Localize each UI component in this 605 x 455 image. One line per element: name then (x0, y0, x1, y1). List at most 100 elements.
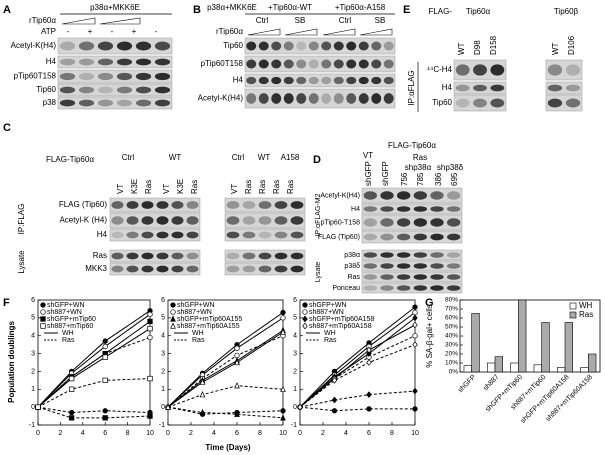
marker (147, 318, 153, 325)
marker (412, 321, 418, 329)
series-line (299, 344, 416, 408)
x-tick-label: 8 (258, 430, 262, 437)
label: WT (457, 42, 466, 55)
panel-letter: B (193, 4, 201, 16)
series-line (167, 406, 284, 419)
blot-band (490, 64, 505, 76)
blot-band (135, 41, 152, 51)
label: rTip60α (216, 27, 243, 36)
blot-band (258, 216, 272, 225)
blot-band (171, 201, 184, 209)
blot-band (308, 41, 319, 51)
blot-band (258, 201, 272, 209)
bar (580, 367, 589, 373)
bar (588, 353, 597, 373)
blot-band (290, 231, 304, 239)
blot-band (296, 59, 307, 69)
blot-band (111, 231, 124, 239)
y-tick-label: 4 (161, 333, 165, 340)
blot-band (59, 99, 76, 107)
blot-band (455, 98, 470, 108)
y-tick-label: 3 (161, 350, 165, 357)
blot-band (116, 58, 133, 66)
blot-band (246, 41, 257, 51)
blot-strip (361, 260, 463, 272)
blot-band (258, 93, 269, 104)
blot-band (413, 218, 428, 227)
blot-band (226, 265, 240, 273)
legend-swatch (569, 311, 577, 319)
series-line (299, 306, 416, 408)
bar (471, 313, 480, 373)
series-line (299, 335, 416, 408)
label: FLAG-Tip60α (388, 141, 436, 150)
label: VT (230, 184, 239, 194)
y-tick-label: 20% (445, 351, 458, 358)
blot-band (490, 98, 505, 108)
blot-band (565, 84, 581, 92)
blot-band (321, 93, 332, 104)
blot-band (380, 285, 394, 291)
y-tick-label: 2 (31, 368, 35, 375)
blot-band (171, 231, 184, 239)
marker (234, 352, 240, 359)
panel-letter: G (425, 297, 434, 309)
bar (556, 367, 566, 373)
series-line (37, 378, 151, 408)
marker (412, 314, 418, 322)
blot-band (59, 41, 76, 51)
label: Ras (413, 153, 427, 162)
blot-band (97, 72, 114, 81)
blot-strip (244, 73, 396, 88)
marker (102, 338, 108, 344)
marker (234, 410, 240, 417)
blot-band (226, 216, 240, 225)
marker (366, 391, 372, 398)
blot-band (383, 93, 394, 104)
panel-letter: E (403, 4, 410, 16)
bar (518, 299, 527, 373)
blot-band (363, 218, 378, 227)
blot-band (258, 252, 272, 260)
marker (412, 341, 418, 348)
series-line (299, 324, 416, 408)
legend-label: shGFP+mTip60 (47, 316, 96, 323)
blot-strip (361, 271, 463, 283)
blot-band (547, 64, 563, 76)
blot-label: Ras (348, 274, 361, 281)
legend-marker (302, 315, 308, 323)
series-line (37, 313, 151, 408)
blot-band (455, 64, 470, 76)
blot-band (111, 252, 124, 260)
series-line (167, 335, 284, 408)
blot-band (186, 231, 199, 239)
x-tick-label: 0 (298, 430, 302, 437)
blot-band (363, 233, 378, 241)
blot-band (397, 206, 411, 212)
blot-band (186, 265, 199, 273)
marker (234, 382, 240, 389)
y-tick-label: 3 (31, 350, 35, 357)
blot-label: pTip60T158 (14, 72, 57, 81)
label: rTip60α (29, 16, 56, 25)
marker (68, 409, 75, 416)
blot-band (126, 252, 139, 260)
series-line (167, 329, 284, 408)
blot-band (296, 76, 307, 85)
marker (331, 408, 338, 414)
label: Ras (258, 180, 267, 194)
y-tick-label: 1 (293, 386, 297, 393)
blot-band (413, 274, 428, 280)
marker (366, 359, 372, 366)
blot-band (274, 231, 288, 239)
blot-band (97, 58, 114, 66)
label: shp38α (405, 163, 432, 172)
blot-label: p38 (43, 98, 57, 107)
blot-band (271, 93, 282, 104)
blot-band (258, 59, 269, 69)
series-line (37, 406, 151, 414)
blot-band (186, 201, 199, 209)
blot-band (346, 76, 357, 85)
blot-band (156, 265, 169, 273)
panel-letter: C (3, 122, 11, 134)
